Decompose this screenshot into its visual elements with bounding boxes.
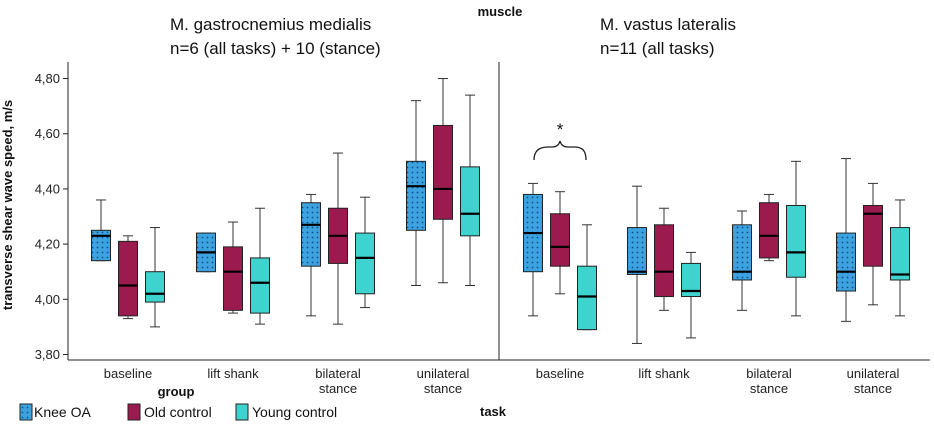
legend-label-knee-oa: Knee OA: [34, 404, 91, 420]
box-body: [836, 232, 856, 292]
box-old-control: [654, 207, 674, 311]
panel-1-title-line2: n=6 (all tasks) + 10 (stance): [170, 39, 381, 58]
box-body: [890, 227, 910, 281]
x-tick-label: stance: [750, 381, 788, 396]
box-old-control: [759, 193, 779, 262]
box-young-control: [786, 160, 806, 317]
box-body: [681, 262, 701, 298]
x-tick-label: baseline: [104, 366, 152, 381]
box-knee-oa: [523, 182, 543, 317]
x-tick-label: baseline: [536, 366, 584, 381]
box-body: [550, 213, 570, 267]
y-tick-label: 4,40: [35, 181, 60, 196]
box-young-control: [460, 94, 480, 286]
box-body: [301, 202, 321, 267]
box-body: [460, 166, 480, 237]
box-old-control: [863, 182, 883, 306]
legend-swatch-young-control: [235, 403, 249, 421]
box-old-control: [223, 221, 243, 314]
box-body: [118, 240, 138, 317]
panel-2-title-line2: n=11 (all tasks): [600, 39, 714, 58]
box-young-control: [145, 227, 165, 328]
y-tick-label: 4,00: [35, 292, 60, 307]
box-knee-oa: [627, 185, 647, 344]
legend-swatch-knee-oa: [19, 403, 33, 421]
legend-label-young-control: Young control: [252, 404, 337, 420]
box-knee-oa: [406, 100, 426, 286]
box-old-control: [550, 191, 570, 295]
x-tick-label: bilateral: [746, 366, 792, 381]
y-tick-label: 4,60: [35, 126, 60, 141]
box-body: [786, 204, 806, 278]
legend: Knee OA Old control Young control: [19, 403, 337, 421]
x-tick-label: unilateral: [417, 366, 470, 381]
panel-2-title-line1: M. vastus lateralis: [600, 15, 736, 34]
box-body: [250, 257, 270, 314]
x-tick-label: lift shank: [638, 366, 690, 381]
x-tick-label: stance: [319, 381, 357, 396]
box-knee-oa: [196, 232, 216, 273]
significance-star: *: [557, 120, 564, 139]
box-old-control: [328, 152, 348, 325]
box-body: [355, 232, 375, 295]
box-young-control: [890, 199, 910, 317]
box-body: [577, 265, 597, 331]
box-young-control: [681, 251, 701, 339]
box-body: [732, 224, 752, 281]
box-body: [223, 246, 243, 311]
box-body: [627, 227, 647, 275]
facet-header-muscle: muscle: [478, 4, 523, 19]
y-tick-label: 4,20: [35, 237, 60, 252]
box-body: [406, 160, 426, 231]
box-young-control: [577, 224, 597, 331]
y-tick-label: 3,80: [35, 347, 60, 362]
box-body: [145, 271, 165, 303]
box-knee-oa: [732, 210, 752, 311]
significance-bracket: *: [533, 120, 587, 161]
x-axis-group-label: group: [158, 384, 195, 399]
x-tick-label: lift shank: [207, 366, 259, 381]
box-body: [863, 204, 883, 267]
y-tick-label: 4,80: [35, 71, 60, 86]
box-knee-oa: [91, 199, 111, 262]
box-body: [759, 202, 779, 259]
box-body: [433, 124, 453, 220]
x-tick-label: stance: [424, 381, 462, 396]
y-axis-title: transverse shear wave speed, m/s: [0, 100, 15, 310]
x-tick-label: unilateral: [847, 366, 900, 381]
y-ticks: 3,80 4,00 4,20 4,40 4,60 4,80: [35, 71, 68, 362]
legend-label-old-control: Old control: [144, 404, 212, 420]
box-old-control: [118, 235, 138, 320]
box-old-control: [433, 78, 453, 284]
box-young-control: [250, 207, 270, 325]
x-axis-task-label: task: [480, 404, 507, 419]
legend-swatch-old-control: [127, 403, 141, 421]
x-tick-label: bilateral: [315, 366, 361, 381]
x-tick-labels: baseline lift shank bilateralstanceunilate…: [104, 366, 900, 396]
panel-1-title-line1: M. gastrocnemius medialis: [170, 15, 371, 34]
significance-brace: [533, 140, 587, 161]
plot-area: [91, 78, 910, 344]
box-knee-oa: [836, 158, 856, 322]
box-body: [654, 224, 674, 298]
box-knee-oa: [301, 193, 321, 317]
box-young-control: [355, 196, 375, 309]
box-body: [91, 229, 111, 262]
x-tick-label: stance: [854, 381, 892, 396]
